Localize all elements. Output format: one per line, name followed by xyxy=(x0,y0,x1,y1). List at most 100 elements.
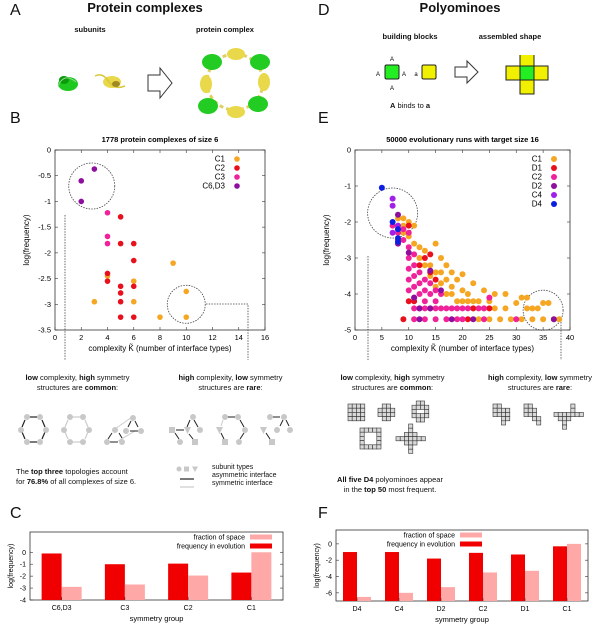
polyomino-cell xyxy=(408,440,414,446)
polyomino-cell xyxy=(408,436,414,442)
data-point-c2 xyxy=(421,316,428,323)
chart-title: 50000 evolutionary runs with target size… xyxy=(386,135,539,144)
legend-marker xyxy=(234,174,240,180)
topology-rare-2 xyxy=(216,414,248,445)
polyomino-cell xyxy=(492,403,498,409)
bar-evolution xyxy=(511,554,525,601)
polyomino-cell xyxy=(562,416,567,422)
data-point-d1 xyxy=(421,255,428,261)
x-tick-label: C4 xyxy=(395,606,404,613)
polyomino-cell xyxy=(562,412,567,417)
data-point-c2 xyxy=(481,305,487,312)
x-tick-label: 15 xyxy=(431,333,439,342)
data-point-c1 xyxy=(416,255,423,261)
bar-chart-f: 0 -2 -4 -6 D4 C4 D2 C2 D1 C1 symmetry group log(fre… xyxy=(314,529,589,624)
polyomino-cell xyxy=(566,412,572,417)
y-tick-label: -6 xyxy=(326,590,332,597)
x-tick-label: 10 xyxy=(405,333,413,342)
data-point-c1 xyxy=(534,305,541,312)
data-point-d2 xyxy=(411,294,418,301)
b-left-caption: low complexity, high symmetry structures… xyxy=(25,373,130,392)
polyomino-cell xyxy=(415,413,421,419)
polyomino-cell xyxy=(505,407,511,413)
y-tick-label: -3 xyxy=(344,254,351,263)
polyomino-cell xyxy=(412,440,418,446)
bar-evolution xyxy=(553,546,567,601)
data-point-c1 xyxy=(524,294,530,301)
data-point-c1 xyxy=(524,305,530,312)
data-point-c2 xyxy=(416,291,423,297)
polyomino-cell xyxy=(574,412,580,417)
y-tick-label: -3 xyxy=(20,586,26,593)
data-point-c1 xyxy=(518,316,525,323)
polyomino-cell xyxy=(351,416,357,422)
y-tick-label: -2 xyxy=(326,558,332,565)
polyomino-cell xyxy=(376,436,382,441)
data-point-c2 xyxy=(117,298,124,305)
polyomino-rare-2 xyxy=(523,403,542,426)
polyomino-cell xyxy=(411,404,417,410)
legend-marker xyxy=(551,192,557,198)
data-point-c1 xyxy=(518,294,525,301)
data-point-d1 xyxy=(432,276,439,283)
x-tick-label: 10 xyxy=(182,333,190,342)
polyomino-cell xyxy=(377,407,383,413)
callout-circle xyxy=(522,289,564,331)
yellow-block xyxy=(421,64,437,80)
x-tick-label: 30 xyxy=(512,333,520,342)
legend-swatch xyxy=(460,541,482,547)
data-point-c2 xyxy=(475,305,482,312)
polyomino-cell xyxy=(404,436,409,442)
polyomino-cell xyxy=(415,417,421,423)
polyomino-cell xyxy=(523,403,529,409)
data-point-d4 xyxy=(378,184,385,191)
data-point-c1 xyxy=(486,316,493,323)
bar-evolution xyxy=(41,553,62,600)
polyomino-cell xyxy=(347,407,353,413)
data-point-c2 xyxy=(405,244,412,251)
x-tick-label: D1 xyxy=(521,606,530,613)
topology-diagrams xyxy=(18,414,293,445)
legend-marker xyxy=(551,183,557,189)
data-point-c2 xyxy=(443,305,450,312)
data-point-c2 xyxy=(405,255,412,261)
y-tick-label: 0 xyxy=(22,550,26,557)
arrow-right-icon xyxy=(454,59,479,85)
b-note: The top three topologies account for 76.… xyxy=(16,467,137,486)
y-axis-label: log(frequency) xyxy=(322,214,331,265)
bar-evolution xyxy=(231,572,252,600)
data-point-c2 xyxy=(411,305,418,312)
data-point-c1 xyxy=(491,305,498,312)
polyomino-cell xyxy=(408,448,414,454)
polyomino-cell xyxy=(557,412,563,417)
callout-circle xyxy=(367,187,419,239)
bar-space xyxy=(124,584,145,600)
scatter-chart-b: 1778 protein complexes of size 6 0 2 4 6 8 10 1… xyxy=(22,135,269,360)
arrow-right-icon xyxy=(147,66,173,100)
y-tick-label: -2 xyxy=(20,574,26,581)
topology-hex-symmetric xyxy=(61,414,92,445)
data-point-c2 xyxy=(454,316,461,323)
edge-label-left: A xyxy=(376,72,380,78)
panel-a-title: Protein complexes xyxy=(87,0,203,15)
panel-letter-d: D xyxy=(318,2,330,19)
panel-letter-f: F xyxy=(318,505,328,522)
legend-label: C2 xyxy=(532,173,543,182)
data-point-c1 xyxy=(427,262,434,269)
x-tick-label: D2 xyxy=(437,606,446,613)
polyomino-cell xyxy=(351,403,357,409)
y-tick-label: -3 xyxy=(44,300,51,309)
data-point-c1 xyxy=(183,288,190,295)
data-point-c3 xyxy=(104,209,111,216)
y-tick-label: -1 xyxy=(44,197,51,206)
data-point-c1 xyxy=(464,298,471,305)
polyomino-cell xyxy=(390,407,396,413)
data-point-c2 xyxy=(448,305,455,312)
polyomino-cell xyxy=(359,427,365,433)
x-tick-label: 5 xyxy=(380,333,384,342)
data-point-c2 xyxy=(405,276,412,283)
x-tick-label: 2 xyxy=(79,333,83,342)
polyomino-cell xyxy=(496,403,502,409)
data-point-d2 xyxy=(438,287,444,294)
polyomino-cell xyxy=(424,409,430,414)
